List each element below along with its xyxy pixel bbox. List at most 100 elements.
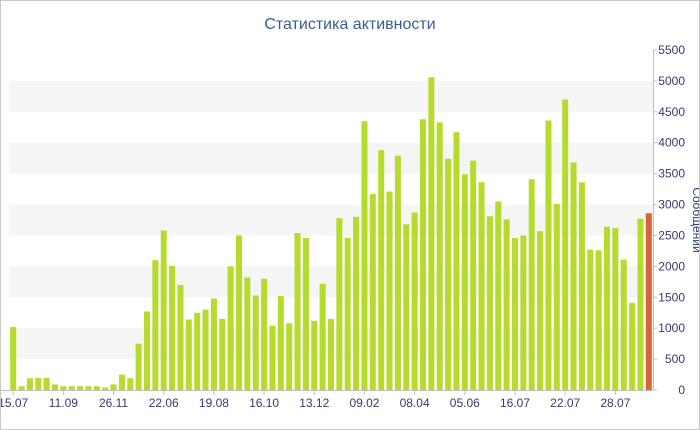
bar — [160, 230, 167, 390]
bar — [127, 378, 134, 390]
bar — [135, 343, 142, 390]
y-tick-label: 0 — [678, 383, 685, 397]
bar — [411, 212, 418, 390]
x-tick-label: 11.09 — [49, 396, 78, 410]
bar — [629, 302, 636, 390]
bar — [386, 191, 393, 390]
y-tick-label: 2500 — [658, 228, 685, 242]
bar — [110, 384, 117, 390]
bar — [18, 386, 25, 390]
bar — [185, 319, 192, 390]
bar — [336, 218, 343, 390]
x-tick-label: 15.07 — [1, 396, 29, 410]
bar — [93, 386, 100, 390]
y-axis-title: Сообщений — [690, 187, 699, 252]
x-tick-label: 19.08 — [199, 396, 229, 410]
x-tick-label: 08.04 — [400, 396, 430, 410]
bar — [520, 235, 527, 390]
bar — [118, 374, 125, 390]
y-tick-label: 2000 — [658, 259, 685, 273]
bar — [51, 384, 59, 390]
bar — [319, 283, 326, 390]
bar — [353, 216, 360, 390]
bar — [269, 325, 276, 390]
chart-title: Статистика активности — [264, 16, 436, 33]
bar — [403, 224, 410, 390]
bar — [227, 266, 234, 390]
bar — [169, 265, 176, 390]
x-tick-label: 28.07 — [600, 396, 630, 410]
bar — [553, 203, 560, 390]
bar — [587, 249, 594, 390]
y-tick-label: 5500 — [658, 43, 685, 57]
bar — [503, 219, 510, 390]
y-tick-label: 4000 — [658, 136, 685, 150]
bar — [595, 250, 602, 390]
bar — [26, 378, 33, 390]
bar — [378, 150, 385, 390]
bar — [528, 179, 535, 390]
bar — [478, 182, 485, 390]
bar — [68, 386, 75, 390]
bar — [302, 237, 309, 390]
grid-band — [9, 80, 653, 112]
bar — [202, 309, 209, 390]
bar — [453, 132, 460, 390]
bar — [511, 237, 519, 390]
bar — [311, 320, 318, 390]
bar — [461, 174, 468, 390]
bar — [570, 162, 577, 390]
bar — [194, 312, 201, 390]
bar — [620, 259, 627, 390]
grid-band — [9, 142, 653, 174]
y-axis: 0 500 1000 1500 2000 2500 3000 3500 4000 4500 5000… — [653, 43, 685, 397]
bar — [35, 377, 42, 390]
bar — [369, 194, 376, 390]
x-tick-label: 26.11 — [99, 396, 128, 410]
bar — [294, 232, 301, 390]
bar — [470, 160, 477, 390]
bar — [261, 278, 268, 390]
bar — [143, 311, 151, 390]
bar — [344, 237, 351, 390]
bar — [394, 155, 401, 390]
bar — [486, 216, 493, 390]
bar — [252, 295, 259, 390]
bar — [612, 228, 619, 390]
y-tick-label: 1000 — [658, 321, 685, 335]
bar — [327, 318, 335, 390]
x-tick-label: 16.10 — [249, 396, 279, 410]
bar — [562, 99, 569, 390]
bar — [603, 226, 611, 390]
bar — [43, 377, 50, 390]
y-tick-label: 5000 — [658, 74, 685, 88]
x-tick-label: 13.12 — [299, 396, 329, 410]
bar — [277, 296, 284, 390]
bar — [537, 231, 544, 390]
y-tick-label: 3500 — [658, 167, 685, 181]
bar — [85, 386, 92, 390]
bar — [235, 235, 243, 390]
bar — [152, 260, 159, 390]
bar — [419, 119, 427, 391]
x-tick-label: 22.06 — [149, 396, 179, 410]
bar — [219, 318, 226, 390]
bar — [445, 158, 452, 390]
x-tick-label: 22.07 — [550, 396, 580, 410]
bar — [637, 218, 644, 390]
bar — [244, 277, 251, 390]
bar — [436, 122, 443, 390]
bar-current — [645, 213, 652, 390]
bars — [10, 77, 652, 391]
y-tick-label: 1500 — [658, 290, 685, 304]
y-tick-label: 4500 — [658, 105, 685, 119]
y-tick-label: 500 — [665, 352, 685, 366]
bar — [286, 323, 293, 390]
bar — [361, 121, 368, 390]
bar — [77, 386, 84, 390]
x-tick-label: 09.02 — [349, 396, 379, 410]
bar — [495, 201, 502, 390]
bar — [578, 182, 585, 390]
